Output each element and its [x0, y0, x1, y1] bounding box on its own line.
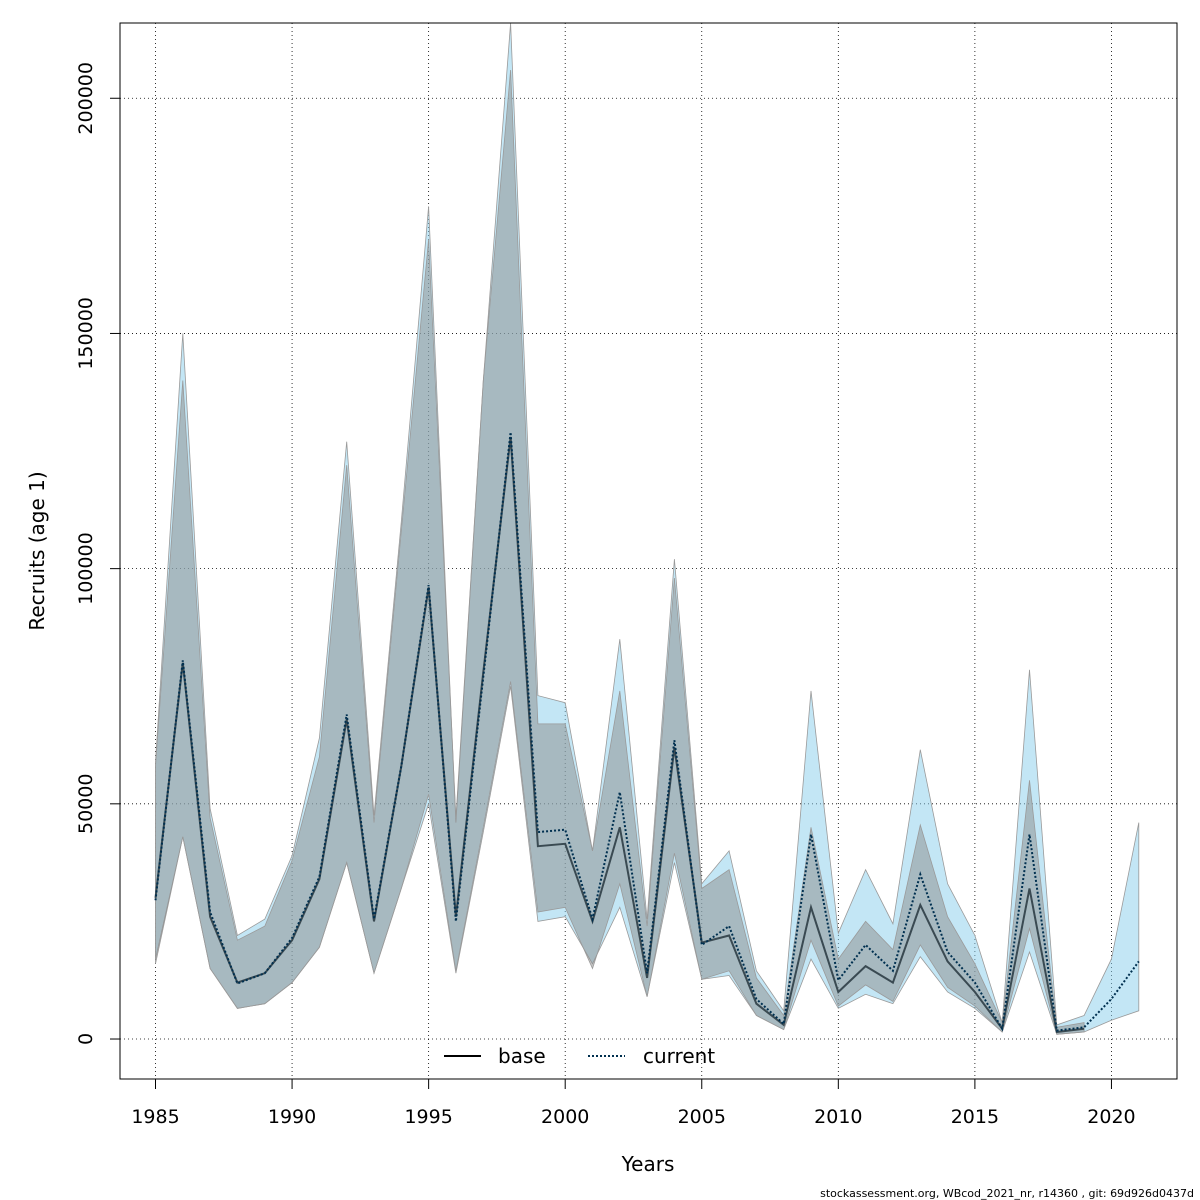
line-current: [154, 432, 1140, 1032]
y-axis-title: Recruits (age 1): [25, 471, 49, 630]
line-base: [154, 436, 1085, 1034]
x-tick-label: 2020: [1087, 1106, 1135, 1128]
x-axis: 1985 1990 1995 2000 2005 2010 2015 2020: [131, 1078, 1136, 1128]
x-tick-label: 1995: [404, 1106, 452, 1128]
footer-note: stockassessment.org, WBcod_2021_nr, r143…: [820, 1187, 1194, 1200]
y-tick-label: 0: [75, 1033, 97, 1045]
x-tick-label: 2015: [951, 1106, 999, 1128]
x-tick-label: 2010: [814, 1106, 862, 1128]
band-base: [155, 69, 1085, 1035]
x-tick-label: 1985: [131, 1106, 179, 1128]
y-tick-label: 150000: [75, 297, 97, 370]
x-tick-label: 2005: [678, 1106, 726, 1128]
legend-label-current: current: [643, 1044, 715, 1068]
y-tick-label: 100000: [75, 532, 97, 605]
y-axis: 0 50000 100000 150000 200000: [75, 62, 121, 1045]
x-tick-label: 2000: [541, 1106, 589, 1128]
y-tick-label: 200000: [75, 62, 97, 135]
legend: base current: [444, 1044, 715, 1068]
x-axis-title: Years: [621, 1152, 675, 1176]
legend-label-base: base: [498, 1044, 546, 1068]
confidence-bands: [155, 22, 1140, 1035]
series-lines: [154, 432, 1140, 1034]
x-tick-label: 1990: [268, 1106, 316, 1128]
y-tick-label: 50000: [75, 774, 97, 834]
